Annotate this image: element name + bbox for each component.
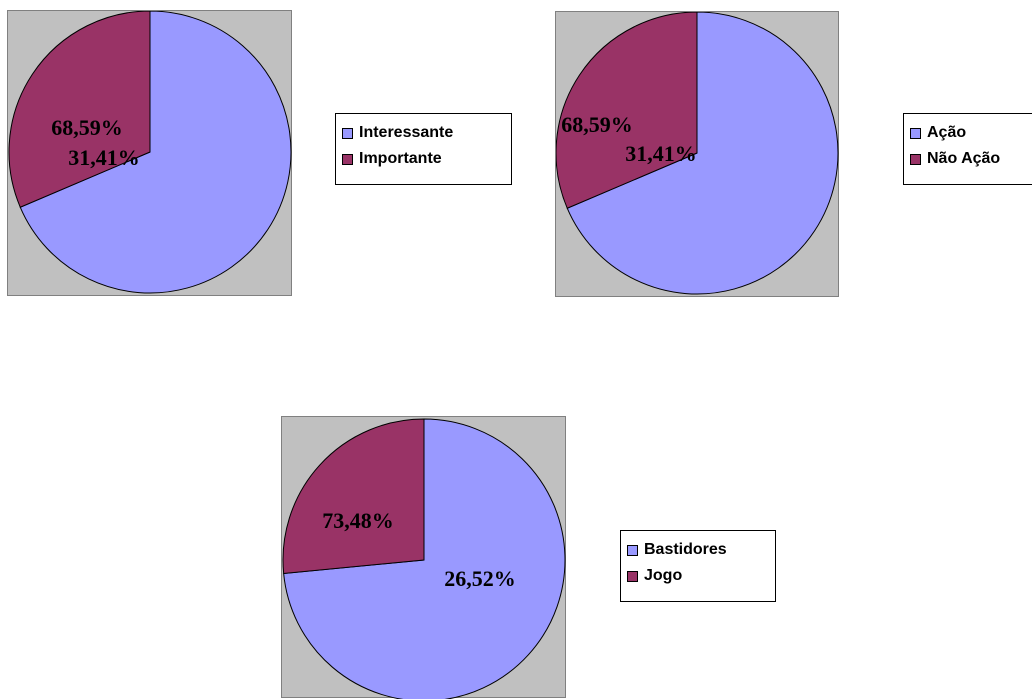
data-label-acao: 68,59% (561, 112, 633, 137)
legend-swatch-jogo (627, 570, 638, 582)
pie-slice-importante (8, 11, 151, 208)
pie-chart-2: 68,59% 31,41% (556, 12, 839, 295)
legend-item-acao: Ação (910, 120, 1032, 146)
data-label-jogo: 26,52% (444, 566, 516, 591)
legend-chart-1: Interessante Importante (335, 113, 512, 185)
legend-swatch-importante (342, 153, 353, 165)
pie-slice-interessante (19, 11, 292, 294)
pie-chart-1-plot-area: 68,59% 31,41% (7, 10, 292, 296)
legend-label-nao-acao: Não Ação (927, 150, 1001, 167)
legend-item-bastidores: Bastidores (627, 537, 769, 563)
legend-swatch-nao-acao (910, 153, 921, 165)
legend-item-jogo: Jogo (627, 563, 769, 589)
pie-slice-acao (566, 12, 839, 295)
legend-label-interessante: Interessante (359, 124, 454, 141)
legend-chart-2: Ação Não Ação (903, 113, 1032, 185)
legend-label-jogo: Jogo (644, 567, 683, 584)
pie-chart-3-plot-area: 73,48% 26,52% (281, 416, 566, 699)
legend-swatch-bastidores (627, 544, 638, 556)
pie-slice-nao-acao (556, 12, 698, 209)
data-label-interessante: 68,59% (51, 115, 123, 140)
legend-label-acao: Ação (927, 124, 967, 141)
legend-chart-3: Bastidores Jogo (620, 530, 776, 602)
data-label-bastidores: 73,48% (322, 508, 394, 533)
pie-slice-jogo (282, 418, 425, 574)
legend-label-bastidores: Bastidores (644, 541, 727, 558)
legend-swatch-interessante (342, 127, 353, 139)
legend-item-interessante: Interessante (342, 120, 505, 146)
pie-chart-2-plot-area: 68,59% 31,41% (555, 11, 839, 297)
pie-chart-3: 73,48% 26,52% (282, 418, 566, 699)
legend-label-importante: Importante (359, 150, 442, 167)
legend-item-nao-acao: Não Ação (910, 146, 1032, 172)
data-label-nao-acao: 31,41% (625, 141, 697, 166)
pie-chart-1: 68,59% 31,41% (8, 11, 292, 294)
data-label-importante: 31,41% (68, 145, 140, 170)
legend-item-importante: Importante (342, 146, 505, 172)
legend-swatch-acao (910, 127, 921, 139)
